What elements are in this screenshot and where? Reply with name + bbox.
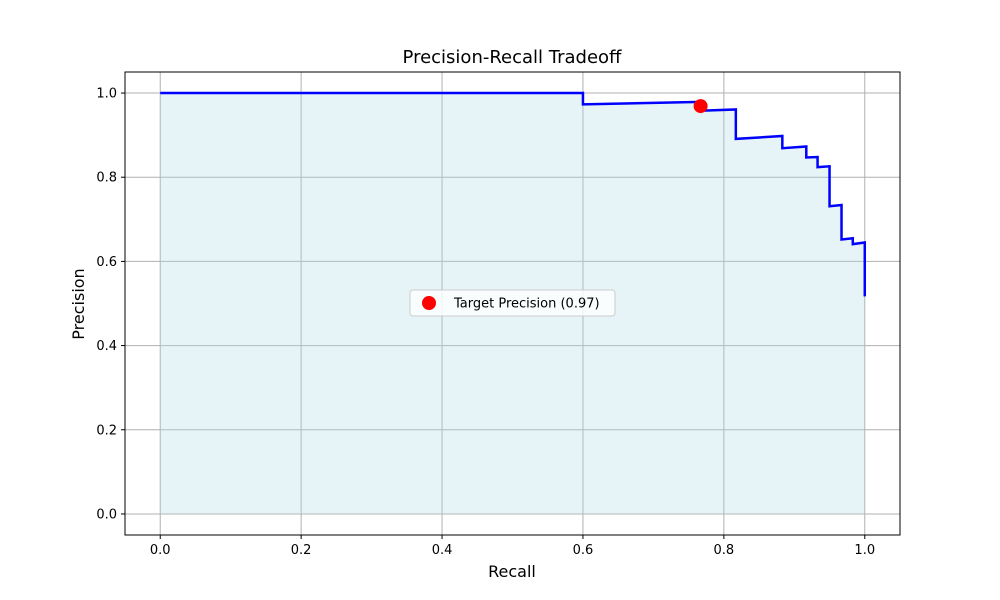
chart-title: Precision-Recall Tradeoff <box>403 47 623 68</box>
y-tick-label: 0.4 <box>96 339 117 354</box>
y-axis-label: Precision <box>69 268 88 339</box>
y-tick-label: 0.6 <box>96 255 117 270</box>
x-tick-label: 0.2 <box>291 543 312 558</box>
x-tick-label: 1.0 <box>854 543 875 558</box>
legend-marker <box>422 296 436 310</box>
y-tick-label: 1.0 <box>96 87 117 102</box>
legend: Target Precision (0.97) <box>409 289 616 317</box>
x-tick-label: 0.8 <box>714 543 735 558</box>
y-tick-label: 0.2 <box>96 423 117 438</box>
legend-entry-label: Target Precision (0.97) <box>453 297 600 312</box>
x-tick-label: 0.0 <box>150 543 171 558</box>
x-tick-label: 0.6 <box>573 543 594 558</box>
x-ticks: 0.0 0.2 0.4 0.6 0.8 1.0 <box>150 535 875 558</box>
plot-frame <box>124 71 901 536</box>
y-ticks: 0.0 0.2 0.4 0.6 0.8 1.0 <box>96 87 125 522</box>
y-tick-label: 0.0 <box>96 507 117 522</box>
x-axis-label: Recall <box>488 562 536 581</box>
legend-box <box>409 289 616 317</box>
target-precision-point <box>693 99 708 114</box>
y-tick-label: 0.8 <box>96 171 117 186</box>
target-markers <box>693 99 708 114</box>
x-tick-label: 0.4 <box>432 543 453 558</box>
